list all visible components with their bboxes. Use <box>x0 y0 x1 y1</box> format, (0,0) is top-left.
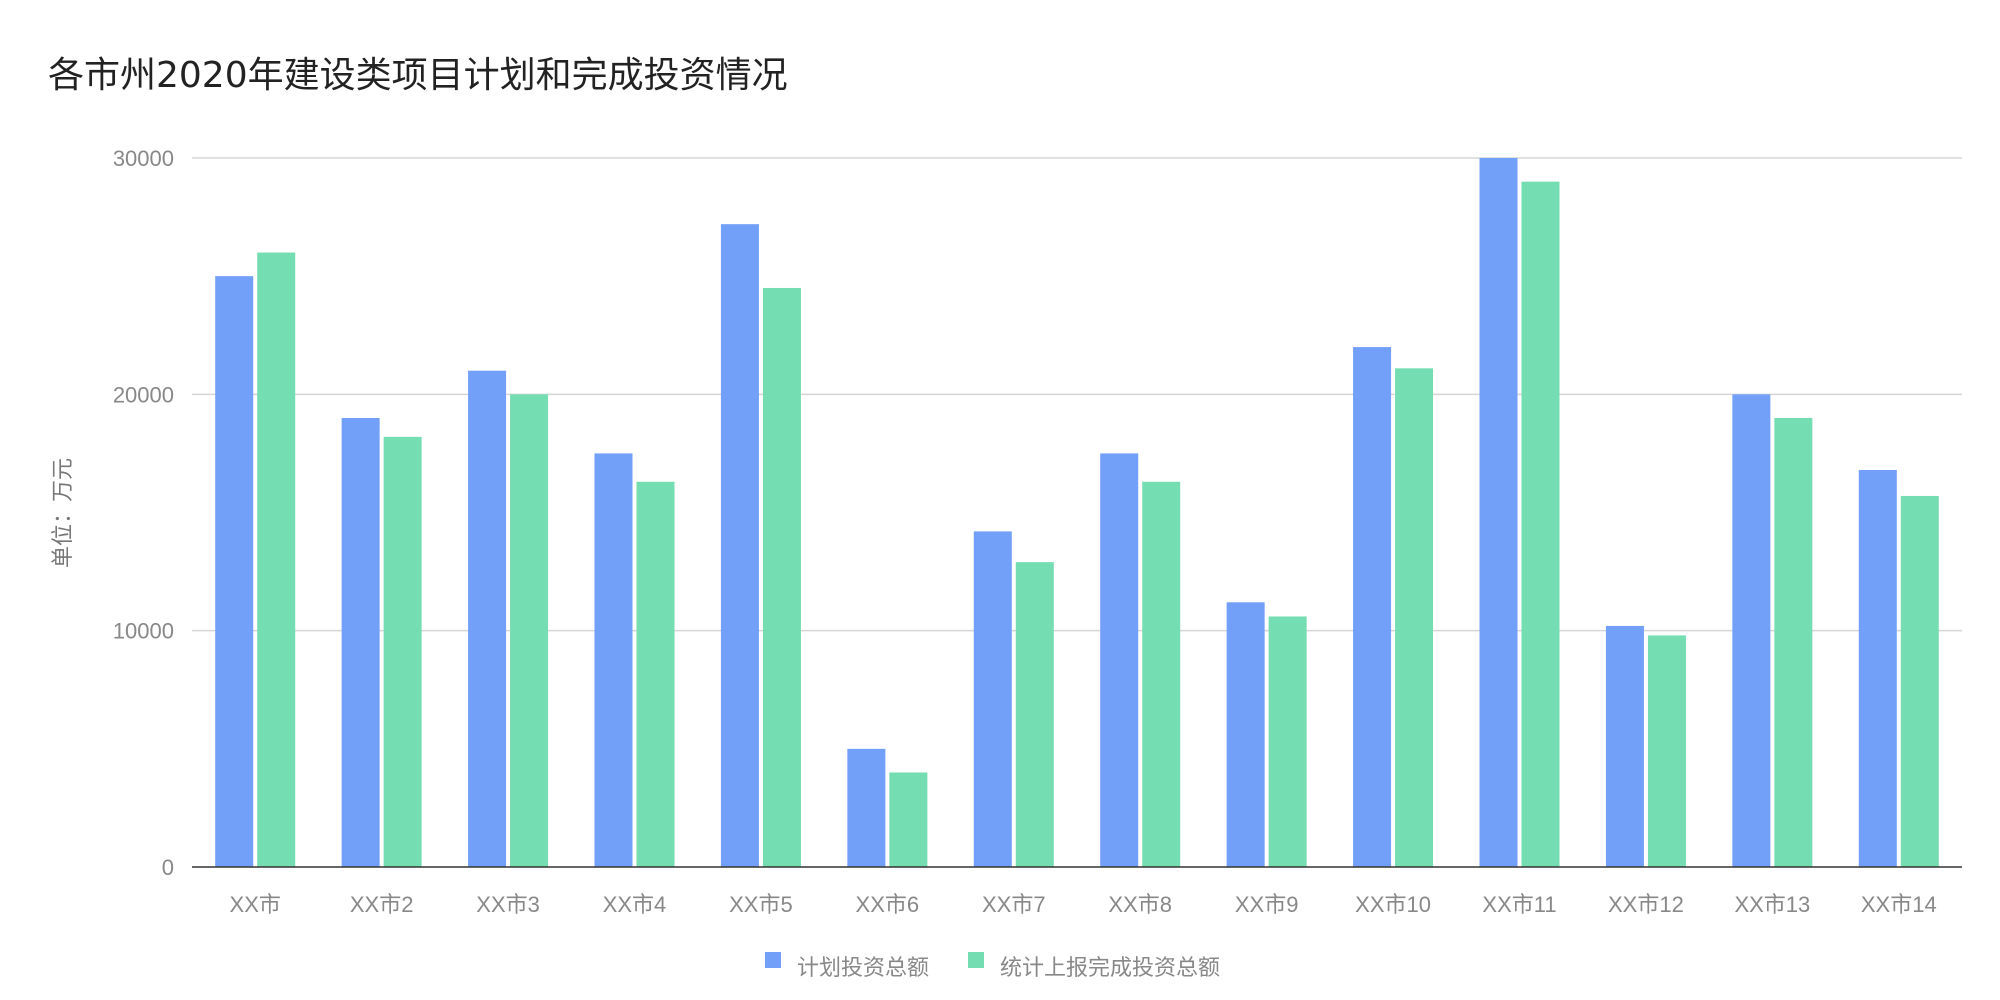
bar-completed <box>1774 417 1813 867</box>
chart-title: 各市州2020年建设类项目计划和完成投资情况 <box>48 55 788 96</box>
x-tick-label: XX市10 <box>1355 892 1431 917</box>
x-tick-label: XX市13 <box>1734 892 1810 917</box>
bar-planned <box>1353 347 1392 868</box>
gridlines <box>192 157 1962 632</box>
x-tick-label: XX市4 <box>603 892 667 917</box>
x-tick-label: XX市12 <box>1608 892 1684 917</box>
bar-planned <box>215 276 254 868</box>
bar-completed <box>1142 481 1181 867</box>
legend-swatch <box>765 952 781 968</box>
x-tick-label: XX市5 <box>729 892 793 917</box>
y-tick-label: 0 <box>162 855 174 880</box>
bar-completed <box>257 252 296 868</box>
bar-planned <box>1479 158 1518 867</box>
x-tick-label: XX市7 <box>982 892 1046 917</box>
bar-planned <box>468 370 507 867</box>
bar-completed <box>1395 368 1434 867</box>
bar-planned <box>1605 625 1644 867</box>
bar-completed <box>1521 181 1560 868</box>
y-axis-ticks: 0 10000 20000 30000 <box>113 146 174 880</box>
x-tick-label: XX市2 <box>350 892 414 917</box>
legend-label: 计划投资总额 <box>797 956 929 981</box>
bar-planned <box>341 417 380 867</box>
bar-completed <box>762 287 801 867</box>
x-tick-label: XX市 <box>230 892 281 917</box>
bar-planned <box>1226 602 1265 867</box>
y-tick-label: 10000 <box>113 619 174 644</box>
x-tick-label: XX市6 <box>856 892 920 917</box>
bar-completed <box>1015 562 1054 867</box>
bar-completed <box>1268 616 1307 867</box>
x-tick-label: XX市11 <box>1482 892 1556 917</box>
legend-label: 统计上报完成投资总额 <box>1000 956 1220 981</box>
bar-completed <box>510 394 549 867</box>
x-tick-label: XX市9 <box>1235 892 1299 917</box>
bar-planned <box>973 531 1012 867</box>
bar-completed <box>636 481 675 867</box>
x-axis-ticks: XX市 XX市2 XX市3 XX市4 XX市5 XX市6 XX市7 XX市8 XX市9 XX市10… <box>230 892 1937 917</box>
bar-planned <box>847 748 886 867</box>
x-tick-label: XX市8 <box>1108 892 1172 917</box>
x-tick-label: XX市14 <box>1861 892 1937 917</box>
bar-planned <box>594 453 633 867</box>
bar-planned <box>720 224 759 867</box>
bar-completed <box>1647 635 1686 867</box>
y-tick-label: 30000 <box>113 146 174 171</box>
y-tick-label: 20000 <box>113 382 174 407</box>
bar-planned <box>1858 469 1897 867</box>
bar-completed <box>383 436 422 867</box>
y-axis-label: 单位：万元 <box>51 458 76 568</box>
bar-planned <box>1732 394 1771 867</box>
legend-swatch <box>968 952 984 968</box>
bar-planned <box>1100 453 1139 867</box>
bars <box>215 158 1939 868</box>
legend: 计划投资总额 统计上报完成投资总额 <box>765 952 1220 981</box>
bar-completed <box>1900 495 1939 867</box>
x-tick-label: XX市3 <box>476 892 540 917</box>
bar-completed <box>889 772 928 867</box>
